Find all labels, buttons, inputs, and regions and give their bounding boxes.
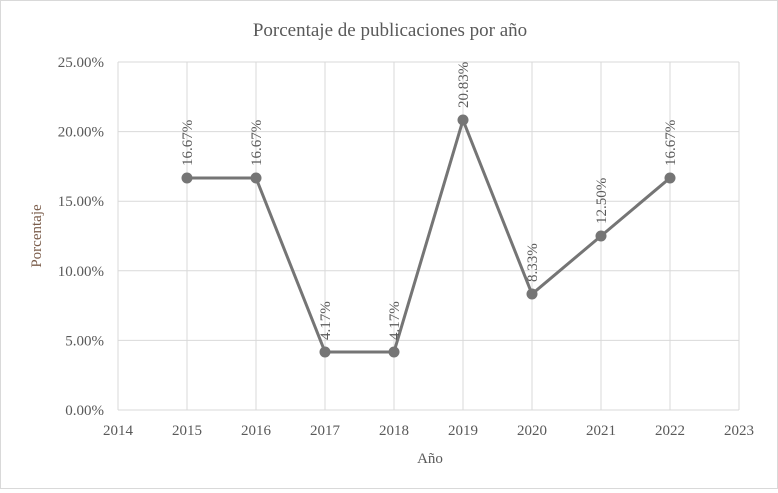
data-point [457, 114, 469, 126]
x-tick-label: 2014 [103, 423, 134, 439]
y-tick-label: 25.00% [58, 55, 104, 71]
chart-title: Porcentaje de publicaciones por año [253, 20, 527, 41]
x-tick-label: 2017 [310, 423, 341, 439]
data-label: 8.33% [525, 243, 541, 282]
x-tick-label: 2019 [448, 423, 478, 439]
x-tick-label: 2018 [379, 423, 409, 439]
y-tick-label: 10.00% [58, 264, 104, 280]
y-tick-label: 0.00% [65, 403, 104, 419]
y-tick-label: 5.00% [65, 333, 104, 349]
data-point [664, 172, 676, 184]
data-point [250, 172, 262, 184]
x-tick-label: 2023 [724, 423, 754, 439]
x-tick-label: 2021 [586, 423, 616, 439]
data-point [181, 172, 193, 184]
x-tick-label: 2016 [241, 423, 272, 439]
data-label: 12.50% [594, 178, 610, 224]
data-point [595, 230, 607, 242]
x-tick-label: 2020 [517, 423, 547, 439]
data-label: 4.17% [318, 301, 334, 340]
data-label: 20.83% [456, 62, 472, 108]
x-tick-label: 2015 [172, 423, 202, 439]
data-point [319, 346, 331, 358]
series-line [187, 118, 671, 354]
data-label: 16.67% [663, 120, 679, 166]
x-axis-label: Año [417, 451, 443, 467]
y-tick-label: 20.00% [58, 125, 104, 141]
data-point [526, 288, 538, 300]
data-label: 4.17% [387, 301, 403, 340]
data-label: 16.67% [180, 120, 196, 166]
y-tick-label: 15.00% [58, 194, 104, 210]
y-axis-label: Porcentaje [29, 204, 45, 268]
x-tick-label: 2022 [655, 423, 685, 439]
data-label: 16.67% [249, 120, 265, 166]
data-point [388, 346, 400, 358]
